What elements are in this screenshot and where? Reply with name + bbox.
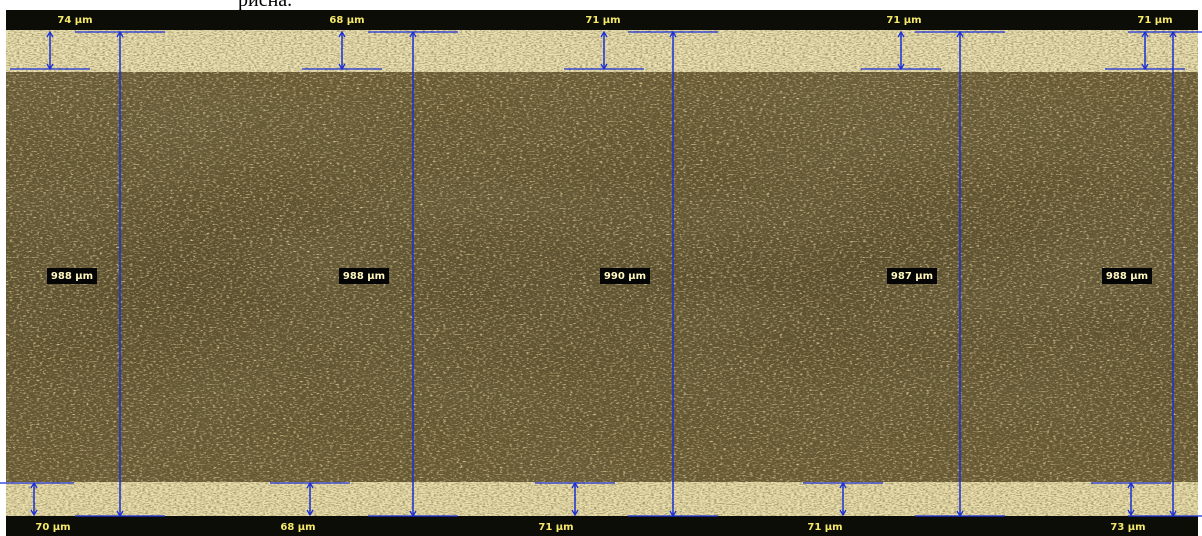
- bottom-label: 71 µm: [538, 522, 573, 533]
- bottom-label: 73 µm: [1110, 522, 1145, 533]
- bottom-label: 70 µm: [35, 522, 70, 533]
- caption-fragment: рисна.: [238, 0, 292, 11]
- top-label: 74 µm: [57, 15, 92, 26]
- bottom-label: 71 µm: [807, 522, 842, 533]
- total-label: 990 µm: [604, 271, 646, 282]
- total-label: 987 µm: [891, 271, 933, 282]
- top-label: 71 µm: [886, 15, 921, 26]
- total-label: 988 µm: [343, 271, 385, 282]
- bottom-layer-grain: [6, 482, 1198, 516]
- total-label: 988 µm: [51, 271, 93, 282]
- bottom-label: 68 µm: [280, 522, 315, 533]
- total-label: 988 µm: [1106, 271, 1148, 282]
- top-label: 71 µm: [585, 15, 620, 26]
- top-label: 71 µm: [1137, 15, 1172, 26]
- micrograph-figure: рисна. 74 µm 988 µm 70 µm 68 µm 988 µm 68 µm 7…: [0, 0, 1202, 536]
- top-label: 68 µm: [329, 15, 364, 26]
